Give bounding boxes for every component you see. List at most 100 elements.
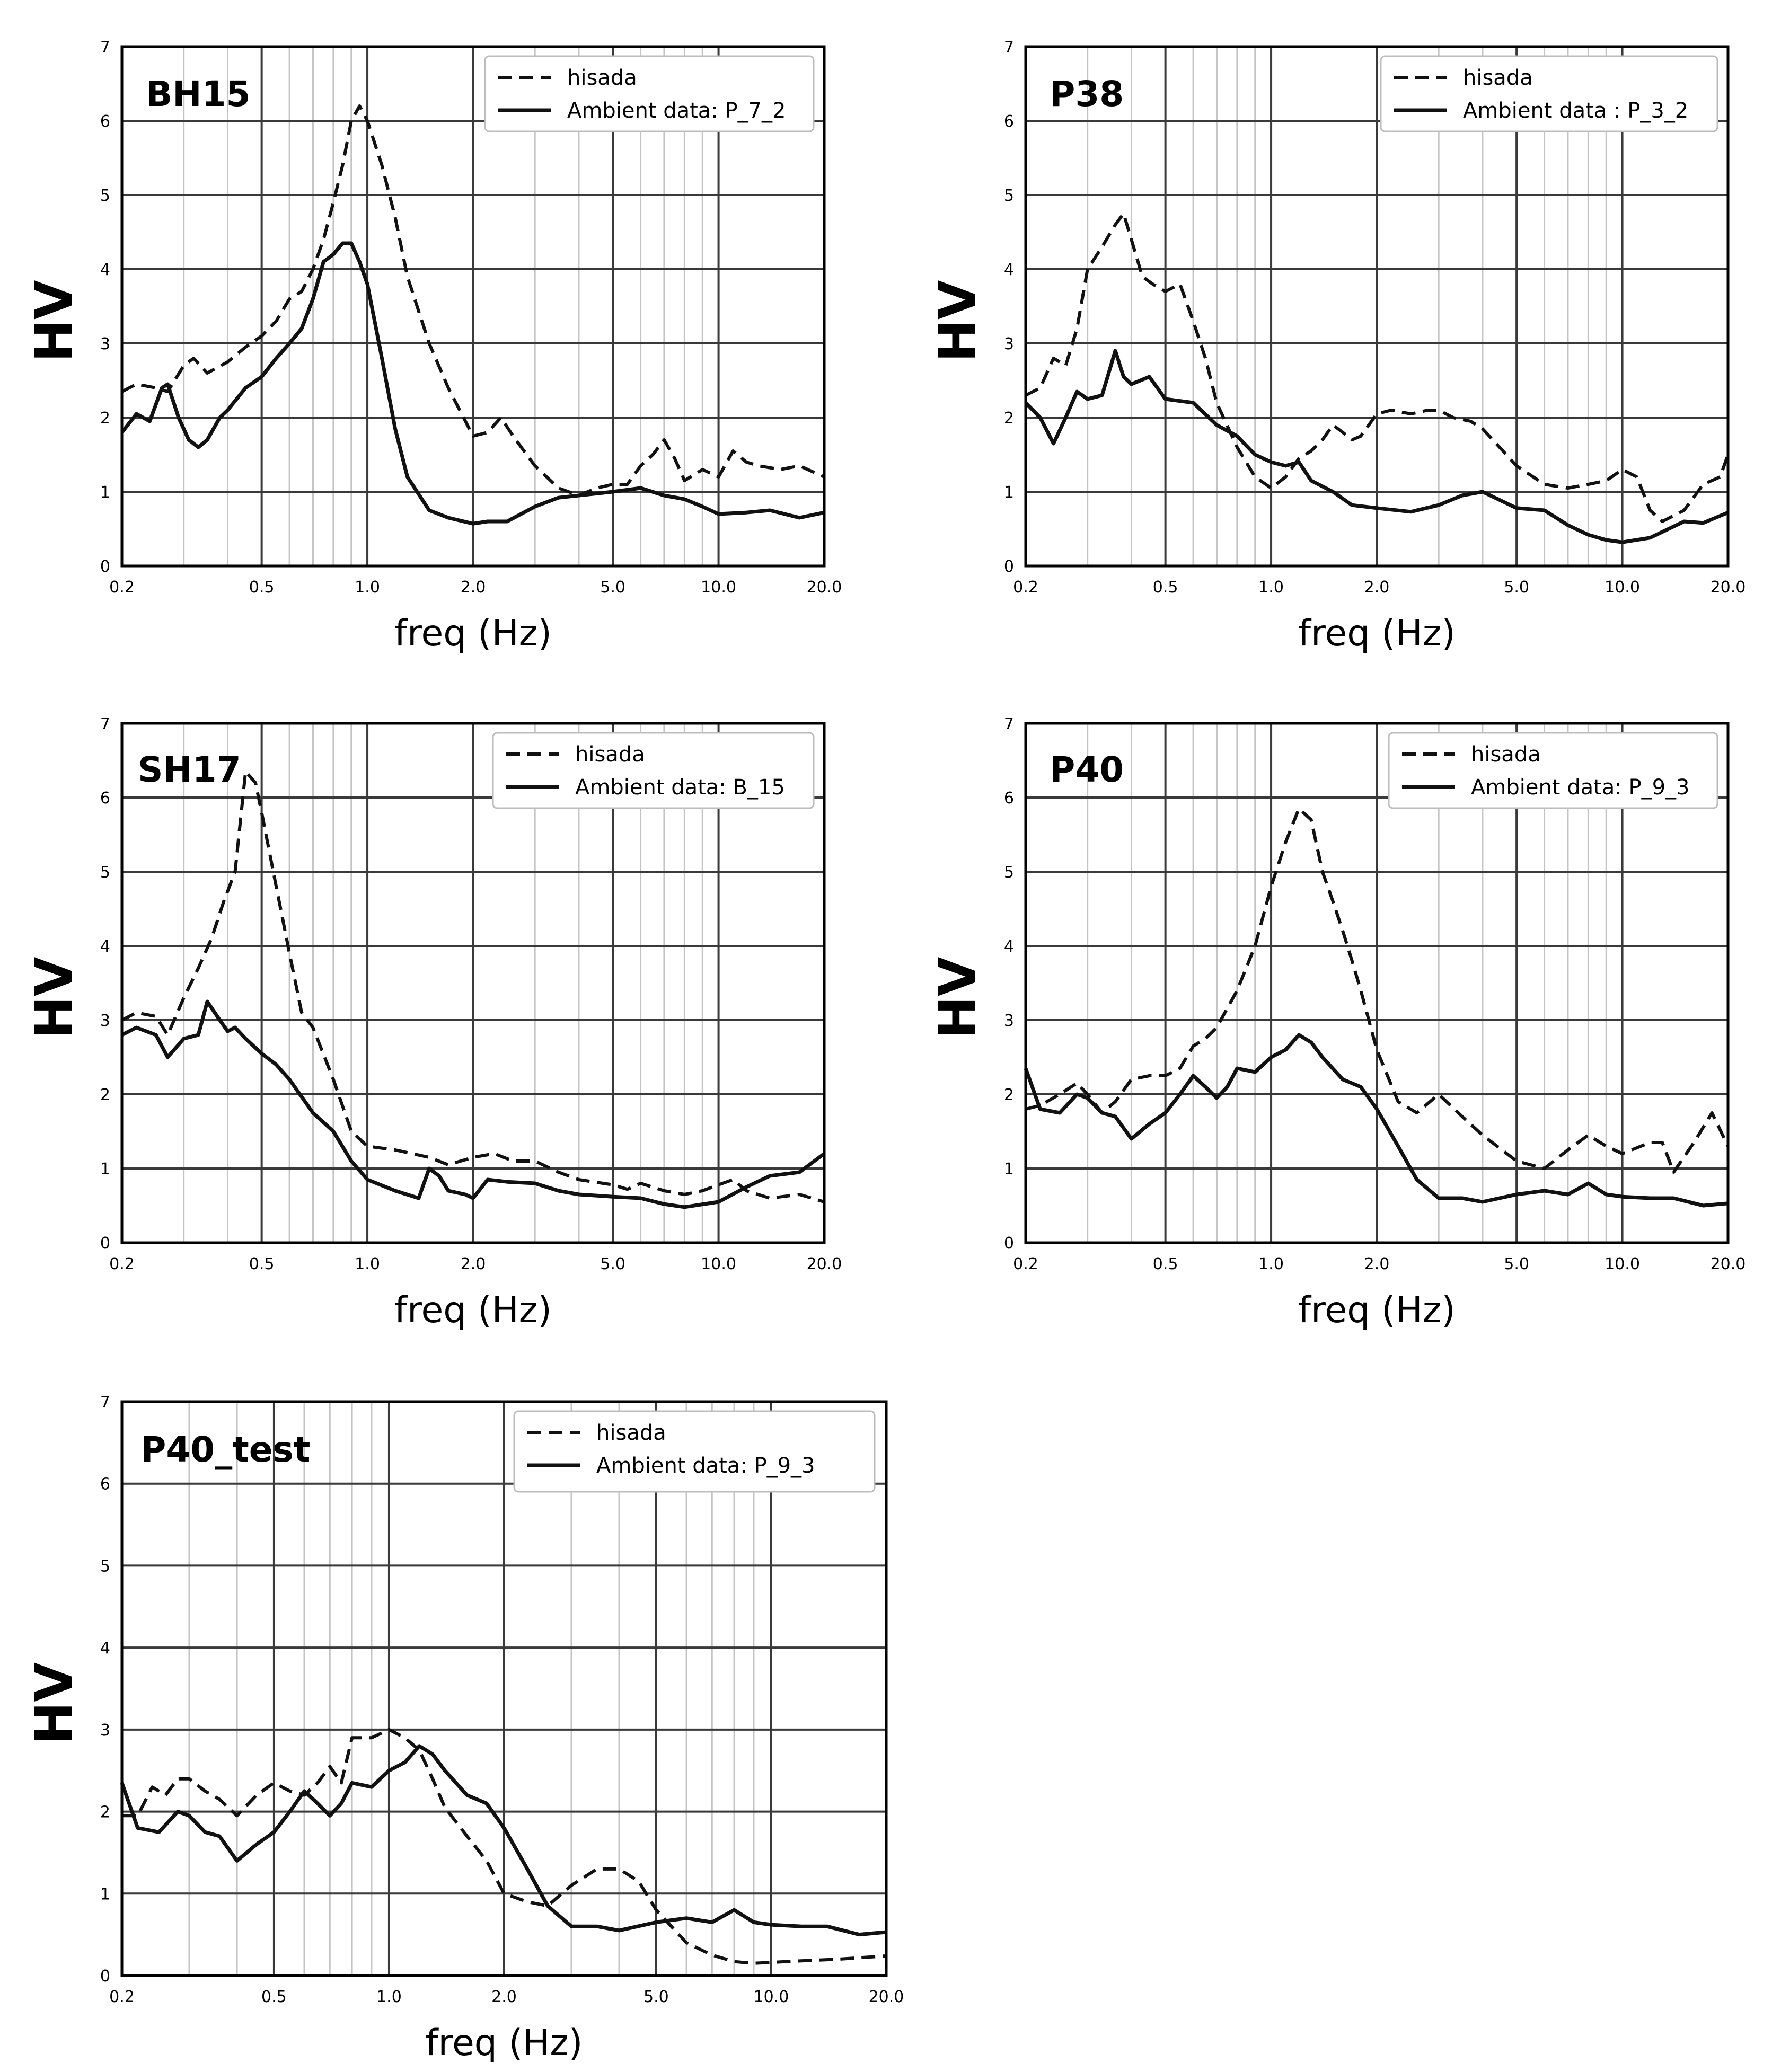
y-tick-label: 4 <box>1004 261 1014 279</box>
x-tick-label: 0.2 <box>109 1988 135 2006</box>
x-tick-label: 1.0 <box>376 1988 402 2006</box>
y-tick-label: 1 <box>100 1885 110 1903</box>
x-tick-label: 5.0 <box>643 1988 669 2006</box>
y-tick-label: 4 <box>1004 937 1014 956</box>
x-tick-label: 20.0 <box>1711 578 1746 597</box>
x-tick-label: 2.0 <box>461 1255 486 1273</box>
series-ambient-line <box>1024 1033 1729 1208</box>
y-tick-label: 3 <box>1004 335 1014 353</box>
legend-box <box>484 55 815 132</box>
legend: hisada Ambient data: B_15 <box>492 732 815 809</box>
y-tick-label: 1 <box>100 1160 110 1179</box>
y-axis-label: HV <box>928 280 988 362</box>
y-tick-label: 4 <box>100 261 110 279</box>
x-tick-label: 2.0 <box>461 578 486 597</box>
x-tick-label: 0.2 <box>109 578 135 597</box>
series-hisada-line <box>1025 807 1730 1174</box>
y-tick-label: 5 <box>100 1557 110 1575</box>
legend: hisada Ambient data: P_7_2 <box>484 55 815 132</box>
series-ambient-line <box>120 241 825 526</box>
legend: hisada Ambient data: P_9_3 <box>1388 732 1718 809</box>
x-tick-label: 10.0 <box>1605 1255 1640 1273</box>
chart-title: P40 <box>1050 749 1124 790</box>
series-ambient-line <box>120 1744 887 1937</box>
plot-frame <box>120 1400 888 1977</box>
x-tick-label: 10.0 <box>701 578 736 597</box>
x-tick-label: 0.5 <box>249 578 275 597</box>
y-axis-label: HV <box>24 957 84 1039</box>
x-axis-label: freq (Hz) <box>1298 613 1456 654</box>
y-tick-label: 0 <box>1004 557 1014 576</box>
y-tick-label: 6 <box>1004 112 1014 131</box>
y-tick-label: 1 <box>100 483 110 502</box>
y-tick-label: 7 <box>100 715 110 733</box>
x-tick-label: 0.2 <box>1013 578 1038 597</box>
chart-title: P38 <box>1050 74 1124 114</box>
x-tick-label: 2.0 <box>491 1988 517 2006</box>
y-tick-label: 0 <box>100 1967 110 1986</box>
x-tick-label: 1.0 <box>355 578 380 597</box>
x-tick-label: 2.0 <box>1364 1255 1390 1273</box>
x-axis-label: freq (Hz) <box>426 2022 583 2064</box>
y-tick-label: 6 <box>1004 789 1014 808</box>
legend-label: Ambient data: B_15 <box>575 775 785 800</box>
y-tick-label: 7 <box>1004 38 1014 57</box>
y-tick-label: 2 <box>100 409 110 428</box>
x-tick-label: 20.0 <box>1711 1255 1746 1273</box>
chart-title: BH15 <box>146 74 250 114</box>
chart-title: SH17 <box>138 749 241 790</box>
series-ambient-line <box>1024 349 1729 544</box>
y-tick-label: 2 <box>1004 1086 1014 1104</box>
plot-frame <box>1024 45 1730 568</box>
chart-2: 0.2 0.5 1.0 2.0 5.0 10.0 20.0 0 1 2 3 4 5 6 7 freq (Hz)… <box>928 38 1745 654</box>
x-tick-label: 0.2 <box>1013 1255 1038 1273</box>
x-tick-label: 1.0 <box>355 1255 380 1273</box>
y-tick-label: 0 <box>1004 1234 1014 1253</box>
x-tick-label: 5.0 <box>600 578 625 597</box>
y-tick-label: 6 <box>100 1475 110 1494</box>
plot-frame <box>120 45 826 568</box>
y-tick-label: 5 <box>100 187 110 205</box>
x-axis-label: freq (Hz) <box>1298 1289 1456 1331</box>
y-tick-label: 4 <box>100 1639 110 1658</box>
y-tick-label: 6 <box>100 789 110 808</box>
y-tick-label: 1 <box>1004 483 1014 502</box>
y-tick-label: 3 <box>1004 1012 1014 1030</box>
y-tick-label: 2 <box>100 1086 110 1104</box>
legend-label: Ambient data: P_9_3 <box>596 1454 815 1478</box>
chart-title: P40_test <box>140 1429 310 1470</box>
y-tick-label: 3 <box>100 1012 110 1030</box>
x-tick-label: 2.0 <box>1364 578 1390 597</box>
x-tick-label: 5.0 <box>600 1255 625 1273</box>
legend-label: hisada <box>596 1421 666 1445</box>
y-tick-label: 0 <box>100 1234 110 1253</box>
x-tick-label: 0.5 <box>261 1988 287 2006</box>
y-tick-label: 3 <box>100 1721 110 1740</box>
legend-label: hisada <box>567 66 637 90</box>
x-tick-label: 20.0 <box>869 1988 904 2006</box>
x-tick-label: 5.0 <box>1504 1255 1529 1273</box>
y-tick-label: 6 <box>100 112 110 131</box>
y-tick-label: 3 <box>100 335 110 353</box>
x-tick-label: 20.0 <box>807 1255 842 1273</box>
x-tick-label: 1.0 <box>1258 578 1284 597</box>
y-tick-label: 5 <box>1004 863 1014 882</box>
x-tick-label: 0.2 <box>109 1255 135 1273</box>
y-tick-label: 2 <box>100 1803 110 1822</box>
legend-label: Ambient data: P_9_3 <box>1471 775 1690 800</box>
legend-box <box>1380 55 1718 132</box>
y-tick-label: 4 <box>100 937 110 956</box>
plot-frame <box>120 722 826 1244</box>
x-tick-label: 10.0 <box>1605 578 1640 597</box>
y-tick-label: 5 <box>100 863 110 882</box>
chart-4: 0.2 0.5 1.0 2.0 5.0 10.0 20.0 0 1 2 3 4 5 6 7 freq (Hz)… <box>928 715 1745 1331</box>
x-axis-label: freq (Hz) <box>394 613 552 654</box>
legend-box <box>492 732 815 809</box>
x-tick-label: 0.5 <box>1153 578 1178 597</box>
x-tick-label: 10.0 <box>754 1988 789 2006</box>
y-tick-label: 2 <box>1004 409 1014 428</box>
y-axis-label: HV <box>24 280 84 362</box>
y-tick-label: 1 <box>1004 1160 1014 1179</box>
